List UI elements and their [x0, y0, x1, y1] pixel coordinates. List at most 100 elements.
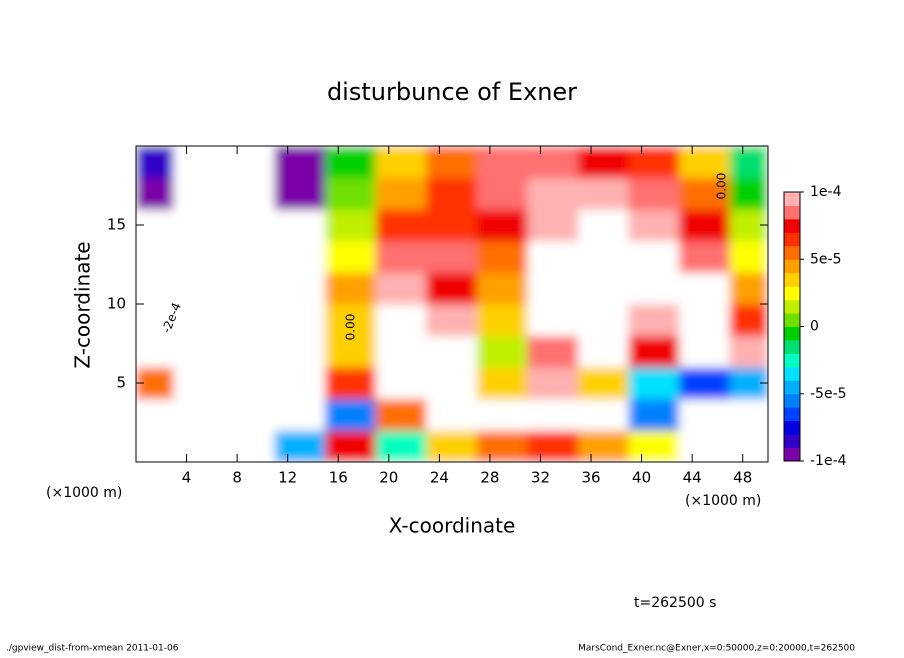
cell	[136, 271, 175, 305]
colorbar-band	[784, 326, 800, 341]
x-tick-label: 44	[683, 469, 702, 487]
colorbar-tick-label: 1e-4	[810, 184, 842, 200]
cell	[476, 335, 529, 368]
cell	[729, 429, 768, 462]
cell	[476, 208, 529, 242]
colorbar-band	[784, 380, 800, 395]
cell	[628, 240, 681, 273]
y-axis-label: Z-coordinate	[71, 241, 95, 368]
cell	[173, 240, 225, 273]
cell	[527, 429, 579, 462]
cell	[325, 240, 377, 273]
cell	[375, 177, 428, 210]
colorbar-band	[784, 313, 800, 327]
cell	[426, 429, 478, 462]
cell	[476, 177, 529, 210]
x-tick-label: 24	[430, 469, 449, 487]
x-tick-label: 32	[531, 469, 550, 487]
cell	[527, 366, 579, 400]
cell	[223, 271, 276, 305]
contour-label: 0.00	[715, 173, 729, 200]
cell	[476, 398, 529, 431]
cell	[729, 146, 768, 179]
cell	[274, 335, 327, 368]
cell	[628, 366, 681, 400]
colorbar-tick-label: -5e-5	[810, 386, 847, 402]
colorbar-tick-label: -1e-4	[810, 453, 847, 469]
cell	[426, 146, 478, 179]
cell	[527, 303, 579, 337]
colorbar-tick-label: 5e-5	[810, 251, 841, 267]
cell	[628, 208, 681, 242]
cell	[136, 429, 175, 462]
cell	[223, 366, 276, 400]
cell	[223, 429, 276, 462]
colorbar-band	[784, 339, 800, 354]
cell	[628, 335, 681, 368]
cell	[577, 429, 630, 462]
cell	[679, 146, 731, 179]
colorbar-band	[784, 232, 800, 247]
cell	[628, 303, 681, 337]
cell	[375, 366, 428, 400]
colorbar-band	[784, 393, 800, 408]
cell	[577, 271, 630, 305]
cell	[729, 177, 768, 210]
x-tick-label: 40	[632, 469, 651, 487]
cell	[173, 335, 225, 368]
cell	[223, 240, 276, 273]
colorbar-band	[784, 299, 800, 314]
y-tick-label: 15	[107, 216, 126, 234]
cell	[628, 146, 681, 179]
cell	[577, 398, 630, 431]
cell	[325, 398, 377, 431]
cell	[325, 366, 377, 400]
cell	[476, 429, 529, 462]
cell	[223, 177, 276, 210]
cell	[274, 366, 327, 400]
time-label: t=262500 s	[634, 595, 716, 611]
colorbar-band	[784, 218, 800, 233]
cell	[173, 177, 225, 210]
field	[136, 146, 768, 462]
cell	[628, 429, 681, 462]
cell	[136, 303, 175, 337]
colorbar-band	[784, 245, 800, 260]
cell	[476, 366, 529, 400]
cell	[729, 303, 768, 337]
contour-label: 0.00	[344, 314, 358, 341]
colorbar-band	[784, 434, 800, 449]
cell	[274, 146, 327, 179]
cell	[325, 271, 377, 305]
cell	[136, 398, 175, 431]
cell	[729, 335, 768, 368]
colorbar-band	[784, 447, 800, 462]
cell	[679, 398, 731, 431]
cell	[274, 398, 327, 431]
cell	[628, 177, 681, 210]
cell	[577, 240, 630, 273]
cell	[173, 303, 225, 337]
cell	[628, 398, 681, 431]
cell	[577, 335, 630, 368]
cell	[274, 240, 327, 273]
cell	[729, 398, 768, 431]
cell	[274, 208, 327, 242]
cell	[173, 271, 225, 305]
colorbar-band	[784, 286, 800, 301]
cell	[375, 303, 428, 337]
colorbar-band	[784, 353, 800, 368]
cell	[223, 208, 276, 242]
cell	[274, 303, 327, 337]
cell	[476, 271, 529, 305]
cell	[679, 208, 731, 242]
cell	[679, 271, 731, 305]
x-tick-label: 48	[733, 469, 752, 487]
footer-left: ./gpview_dist-from-xmean 2011-01-06	[6, 644, 179, 654]
colorbar-band	[784, 205, 800, 220]
cell	[274, 177, 327, 210]
cell	[426, 177, 478, 210]
cell	[136, 335, 175, 368]
x-unit-right: (×1000 m)	[685, 493, 761, 509]
